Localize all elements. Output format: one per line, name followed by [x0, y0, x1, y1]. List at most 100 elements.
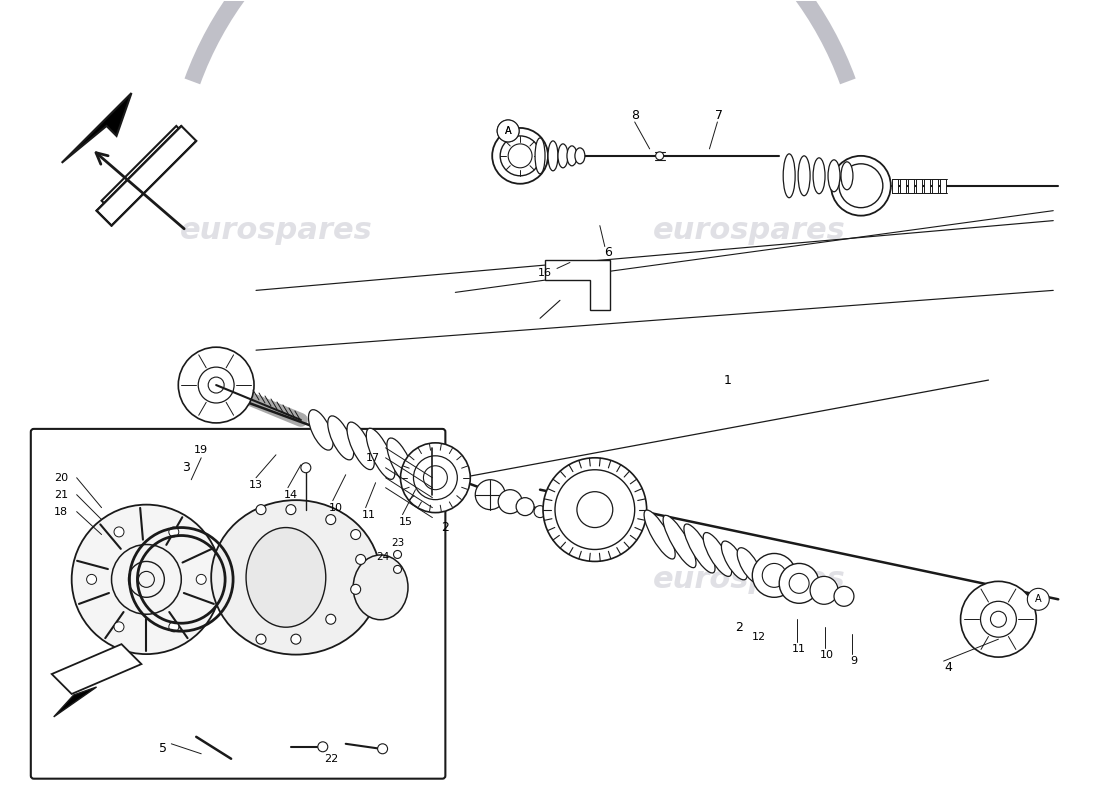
Text: 18: 18 — [54, 506, 68, 517]
Ellipse shape — [737, 548, 761, 583]
Ellipse shape — [575, 148, 585, 164]
Text: 2: 2 — [441, 521, 449, 534]
Text: 16: 16 — [538, 269, 552, 278]
Ellipse shape — [387, 438, 415, 486]
Text: 19: 19 — [195, 445, 208, 455]
Polygon shape — [544, 261, 609, 310]
Text: eurospares: eurospares — [179, 216, 372, 245]
Circle shape — [72, 505, 221, 654]
FancyBboxPatch shape — [31, 429, 446, 778]
Text: 11: 11 — [362, 510, 375, 520]
Ellipse shape — [828, 160, 840, 192]
Ellipse shape — [842, 162, 852, 190]
Circle shape — [377, 744, 387, 754]
Text: 8: 8 — [630, 110, 639, 122]
Text: 5: 5 — [160, 742, 167, 755]
Ellipse shape — [211, 500, 381, 654]
Ellipse shape — [308, 410, 333, 450]
Circle shape — [256, 505, 266, 514]
Circle shape — [810, 576, 838, 604]
Circle shape — [779, 563, 820, 603]
Bar — [908, 178, 914, 193]
Text: 10: 10 — [329, 502, 343, 513]
Text: 15: 15 — [398, 517, 412, 526]
Circle shape — [498, 490, 522, 514]
Text: 23: 23 — [390, 538, 404, 547]
Text: 2: 2 — [736, 621, 744, 634]
Text: 4: 4 — [945, 661, 953, 674]
Polygon shape — [52, 644, 142, 694]
Text: 12: 12 — [752, 632, 767, 642]
Circle shape — [400, 443, 471, 513]
Circle shape — [1027, 588, 1049, 610]
Circle shape — [178, 347, 254, 423]
Circle shape — [355, 554, 365, 565]
Ellipse shape — [703, 533, 732, 577]
Circle shape — [960, 582, 1036, 657]
Text: 22: 22 — [323, 754, 338, 764]
Ellipse shape — [366, 428, 395, 479]
Text: 1: 1 — [724, 374, 732, 386]
Circle shape — [516, 498, 535, 515]
Bar — [892, 178, 898, 193]
Polygon shape — [54, 687, 97, 717]
Circle shape — [196, 574, 206, 584]
Bar — [915, 178, 922, 193]
Circle shape — [168, 622, 179, 632]
Ellipse shape — [684, 524, 715, 573]
Text: eurospares: eurospares — [179, 565, 372, 594]
Circle shape — [830, 156, 891, 216]
Text: 3: 3 — [183, 462, 190, 474]
Circle shape — [286, 505, 296, 514]
Text: 21: 21 — [54, 490, 68, 500]
Text: 24: 24 — [376, 553, 389, 562]
Text: 6: 6 — [604, 246, 612, 259]
Bar — [932, 178, 937, 193]
Circle shape — [351, 530, 361, 539]
Ellipse shape — [535, 138, 544, 174]
Polygon shape — [62, 93, 132, 163]
Circle shape — [114, 622, 124, 632]
Circle shape — [168, 527, 179, 537]
Ellipse shape — [722, 541, 747, 580]
Ellipse shape — [566, 146, 576, 166]
Bar — [924, 178, 930, 193]
Circle shape — [475, 480, 505, 510]
Ellipse shape — [558, 144, 568, 168]
Bar — [939, 178, 946, 193]
Ellipse shape — [328, 416, 354, 460]
Text: A: A — [505, 126, 512, 136]
Ellipse shape — [353, 555, 408, 620]
Text: A: A — [505, 126, 512, 136]
Text: 14: 14 — [284, 490, 298, 500]
Text: A: A — [1035, 594, 1042, 604]
Circle shape — [256, 634, 266, 644]
Circle shape — [497, 120, 519, 142]
Ellipse shape — [813, 158, 825, 194]
Circle shape — [656, 152, 663, 160]
Text: 20: 20 — [54, 473, 68, 482]
Ellipse shape — [799, 156, 810, 196]
Circle shape — [752, 554, 796, 598]
Text: 11: 11 — [792, 644, 806, 654]
Ellipse shape — [246, 527, 326, 627]
Ellipse shape — [548, 141, 558, 170]
Circle shape — [394, 566, 402, 574]
Circle shape — [318, 742, 328, 752]
Circle shape — [301, 462, 311, 473]
Circle shape — [535, 506, 546, 518]
Polygon shape — [101, 126, 191, 216]
Text: 7: 7 — [715, 110, 724, 122]
Circle shape — [394, 550, 402, 558]
Ellipse shape — [663, 515, 696, 568]
Ellipse shape — [346, 422, 374, 470]
Circle shape — [326, 614, 336, 624]
Circle shape — [87, 574, 97, 584]
Text: eurospares: eurospares — [653, 565, 846, 594]
Text: eurospares: eurospares — [653, 216, 846, 245]
Polygon shape — [97, 126, 196, 226]
Text: 9: 9 — [850, 656, 858, 666]
Circle shape — [497, 120, 519, 142]
Bar — [900, 178, 905, 193]
Ellipse shape — [645, 510, 675, 559]
